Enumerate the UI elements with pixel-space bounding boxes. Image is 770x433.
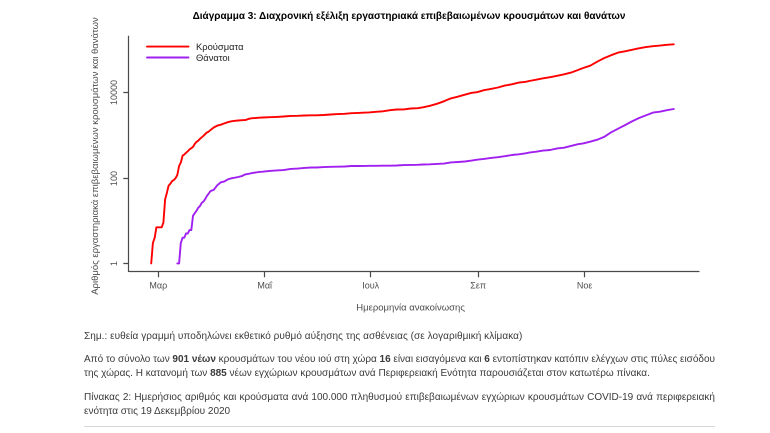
svg-text:Νοε: Νοε: [577, 281, 593, 291]
svg-text:100: 100: [109, 171, 119, 186]
svg-text:10000: 10000: [109, 80, 119, 105]
svg-text:Κρούσματα: Κρούσματα: [196, 41, 244, 52]
svg-text:Μαΐ: Μαΐ: [257, 281, 273, 291]
svg-text:Ημερομηνία ανακοίνωσης: Ημερομηνία ανακοίνωσης: [356, 303, 465, 314]
svg-text:Αριθμός εργαστηριακά επιβεβαιω: Αριθμός εργαστηριακά επιβεβαιωμένων κρου…: [90, 17, 101, 295]
svg-text:Σεπ: Σεπ: [470, 281, 486, 291]
svg-text:Θάνατοι: Θάνατοι: [196, 52, 230, 63]
svg-text:Ιουλ: Ιουλ: [362, 281, 379, 291]
svg-text:1: 1: [109, 261, 119, 266]
svg-text:Μαρ: Μαρ: [149, 281, 167, 291]
